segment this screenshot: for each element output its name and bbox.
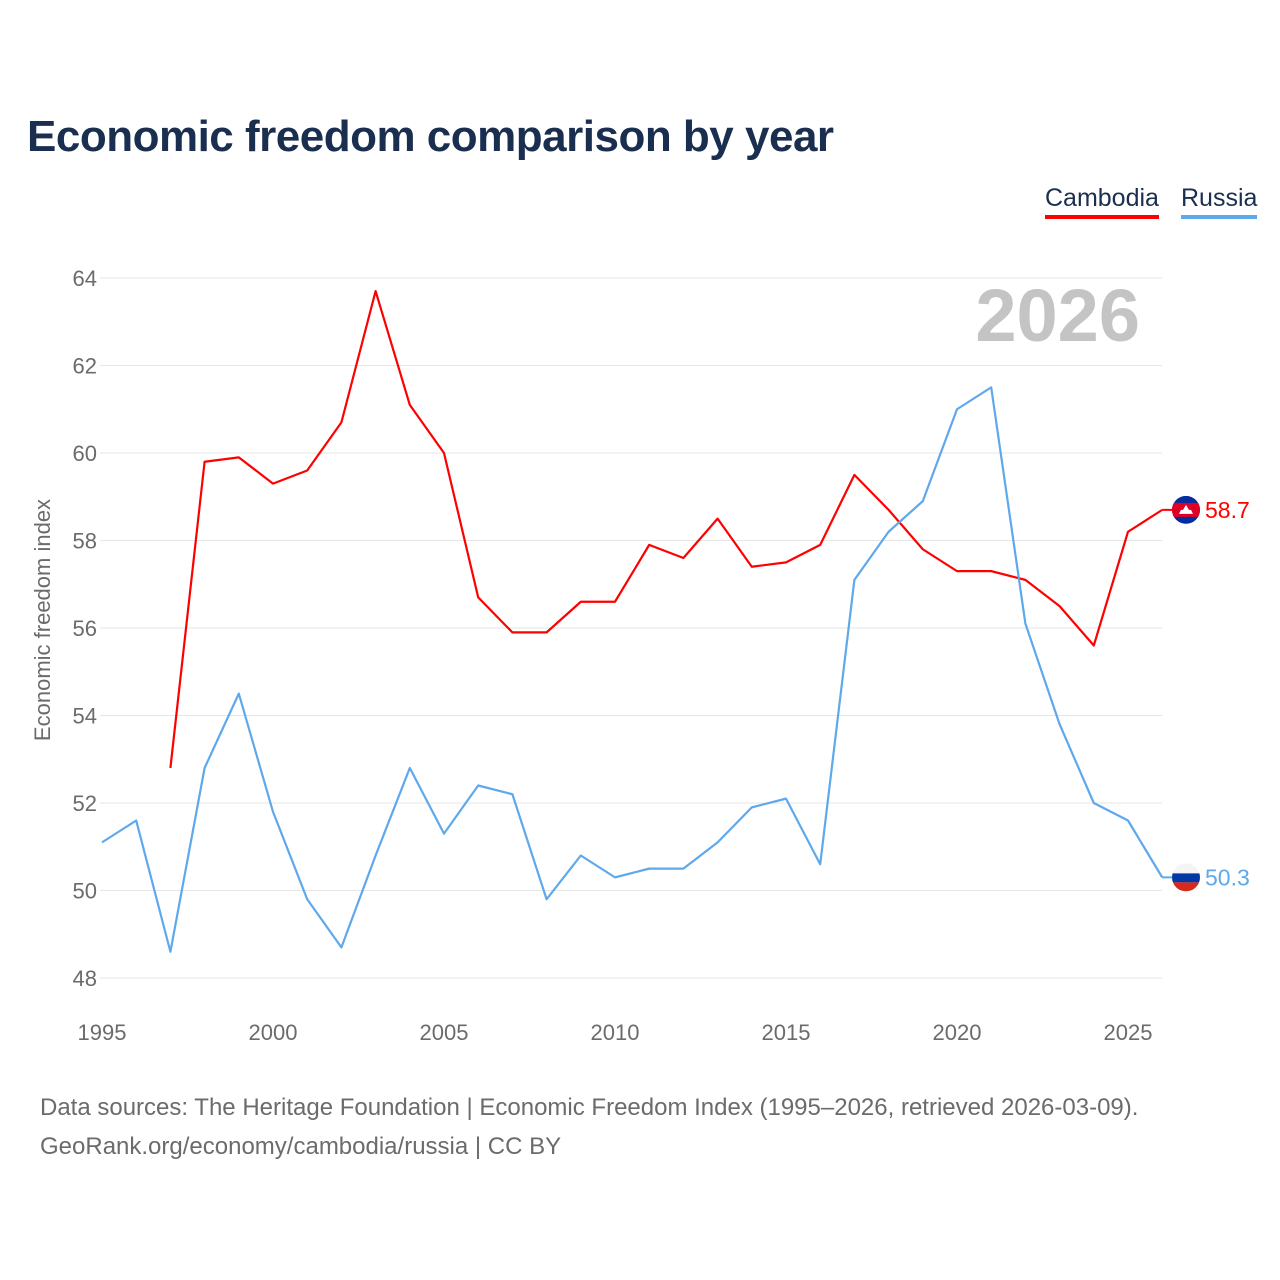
data-point[interactable]: [236, 454, 242, 460]
data-point[interactable]: [749, 564, 755, 570]
data-point[interactable]: [886, 507, 892, 513]
data-point[interactable]: [509, 629, 515, 635]
data-point[interactable]: [373, 288, 379, 294]
data-point[interactable]: [167, 765, 173, 771]
data-point[interactable]: [441, 831, 447, 837]
data-point[interactable]: [441, 450, 447, 456]
data-point[interactable]: [1125, 818, 1131, 824]
y-tick-label: 50: [73, 879, 97, 904]
data-point[interactable]: [783, 796, 789, 802]
source-link[interactable]: GeoRank.org/economy/cambodia/russia | CC…: [40, 1133, 562, 1160]
data-point[interactable]: [1091, 643, 1097, 649]
data-point[interactable]: [1159, 507, 1165, 513]
source-text: Data sources: The Heritage Foundation | …: [40, 1094, 1139, 1121]
data-point[interactable]: [954, 568, 960, 574]
data-point[interactable]: [680, 555, 686, 561]
series-line-cambodia[interactable]: [169, 290, 1163, 769]
data-point[interactable]: [475, 783, 481, 789]
data-point[interactable]: [270, 809, 276, 815]
data-point[interactable]: [167, 949, 173, 955]
data-point[interactable]: [817, 542, 823, 548]
data-point[interactable]: [407, 765, 413, 771]
data-point[interactable]: [1022, 621, 1028, 627]
x-tick-label: 2000: [249, 1020, 298, 1045]
x-tick-label: 2025: [1104, 1020, 1153, 1045]
data-point[interactable]: [988, 568, 994, 574]
y-tick-label: 58: [73, 529, 97, 554]
data-point[interactable]: [920, 498, 926, 504]
data-point[interactable]: [954, 406, 960, 412]
end-value-label: 50.3: [1205, 864, 1250, 890]
data-point[interactable]: [236, 691, 242, 697]
data-point[interactable]: [715, 516, 721, 522]
x-tick-label: 2015: [762, 1020, 811, 1045]
data-point[interactable]: [407, 402, 413, 408]
x-tick-label: 2010: [591, 1020, 640, 1045]
x-tick-label: 2020: [933, 1020, 982, 1045]
y-tick-label: 64: [73, 266, 97, 291]
data-point[interactable]: [783, 559, 789, 565]
data-point[interactable]: [373, 853, 379, 859]
legend-russia[interactable]: Russia: [1181, 184, 1258, 219]
y-tick-label: 48: [73, 966, 97, 991]
data-point[interactable]: [817, 861, 823, 867]
data-point[interactable]: [1022, 577, 1028, 583]
data-point[interactable]: [749, 804, 755, 810]
y-tick-label: 54: [73, 704, 97, 729]
end-value-label: 58.7: [1205, 497, 1250, 523]
data-point[interactable]: [578, 599, 584, 605]
data-point[interactable]: [715, 839, 721, 845]
data-point[interactable]: [646, 866, 652, 872]
data-point[interactable]: [338, 944, 344, 950]
data-point[interactable]: [1057, 721, 1063, 727]
y-tick-label: 60: [73, 441, 97, 466]
data-point[interactable]: [851, 472, 857, 478]
data-point[interactable]: [886, 529, 892, 535]
chart-title: Economic freedom comparison by year: [27, 112, 834, 161]
legend-cambodia[interactable]: Cambodia: [1045, 184, 1159, 219]
data-point[interactable]: [578, 853, 584, 859]
data-point[interactable]: [338, 419, 344, 425]
x-tick-label: 2005: [420, 1020, 469, 1045]
x-tick-label: 1995: [78, 1020, 127, 1045]
data-point[interactable]: [646, 542, 652, 548]
y-tick-label: 56: [73, 616, 97, 641]
data-point[interactable]: [304, 468, 310, 474]
series-line-russia[interactable]: [101, 386, 1164, 953]
data-point[interactable]: [920, 546, 926, 552]
data-point[interactable]: [680, 866, 686, 872]
data-point[interactable]: [202, 765, 208, 771]
data-point[interactable]: [1159, 874, 1165, 880]
data-point[interactable]: [544, 629, 550, 635]
data-point[interactable]: [509, 791, 515, 797]
data-point[interactable]: [304, 896, 310, 902]
data-point[interactable]: [99, 839, 105, 845]
cambodia-flag-icon: [1172, 495, 1200, 524]
data-point[interactable]: [475, 594, 481, 600]
data-point[interactable]: [851, 577, 857, 583]
russia-flag-icon: [1172, 863, 1200, 892]
data-point[interactable]: [544, 896, 550, 902]
y-tick-label: 52: [73, 791, 97, 816]
year-watermark: 2026: [975, 274, 1140, 357]
data-point[interactable]: [202, 459, 208, 465]
data-point[interactable]: [270, 481, 276, 487]
data-point[interactable]: [133, 818, 139, 824]
data-point[interactable]: [1091, 800, 1097, 806]
data-point[interactable]: [612, 874, 618, 880]
data-point[interactable]: [1057, 603, 1063, 609]
data-point[interactable]: [612, 599, 618, 605]
data-point[interactable]: [988, 384, 994, 390]
y-tick-label: 62: [73, 354, 97, 379]
data-point[interactable]: [1125, 529, 1131, 535]
y-axis-label: Economic freedom index: [30, 499, 55, 741]
